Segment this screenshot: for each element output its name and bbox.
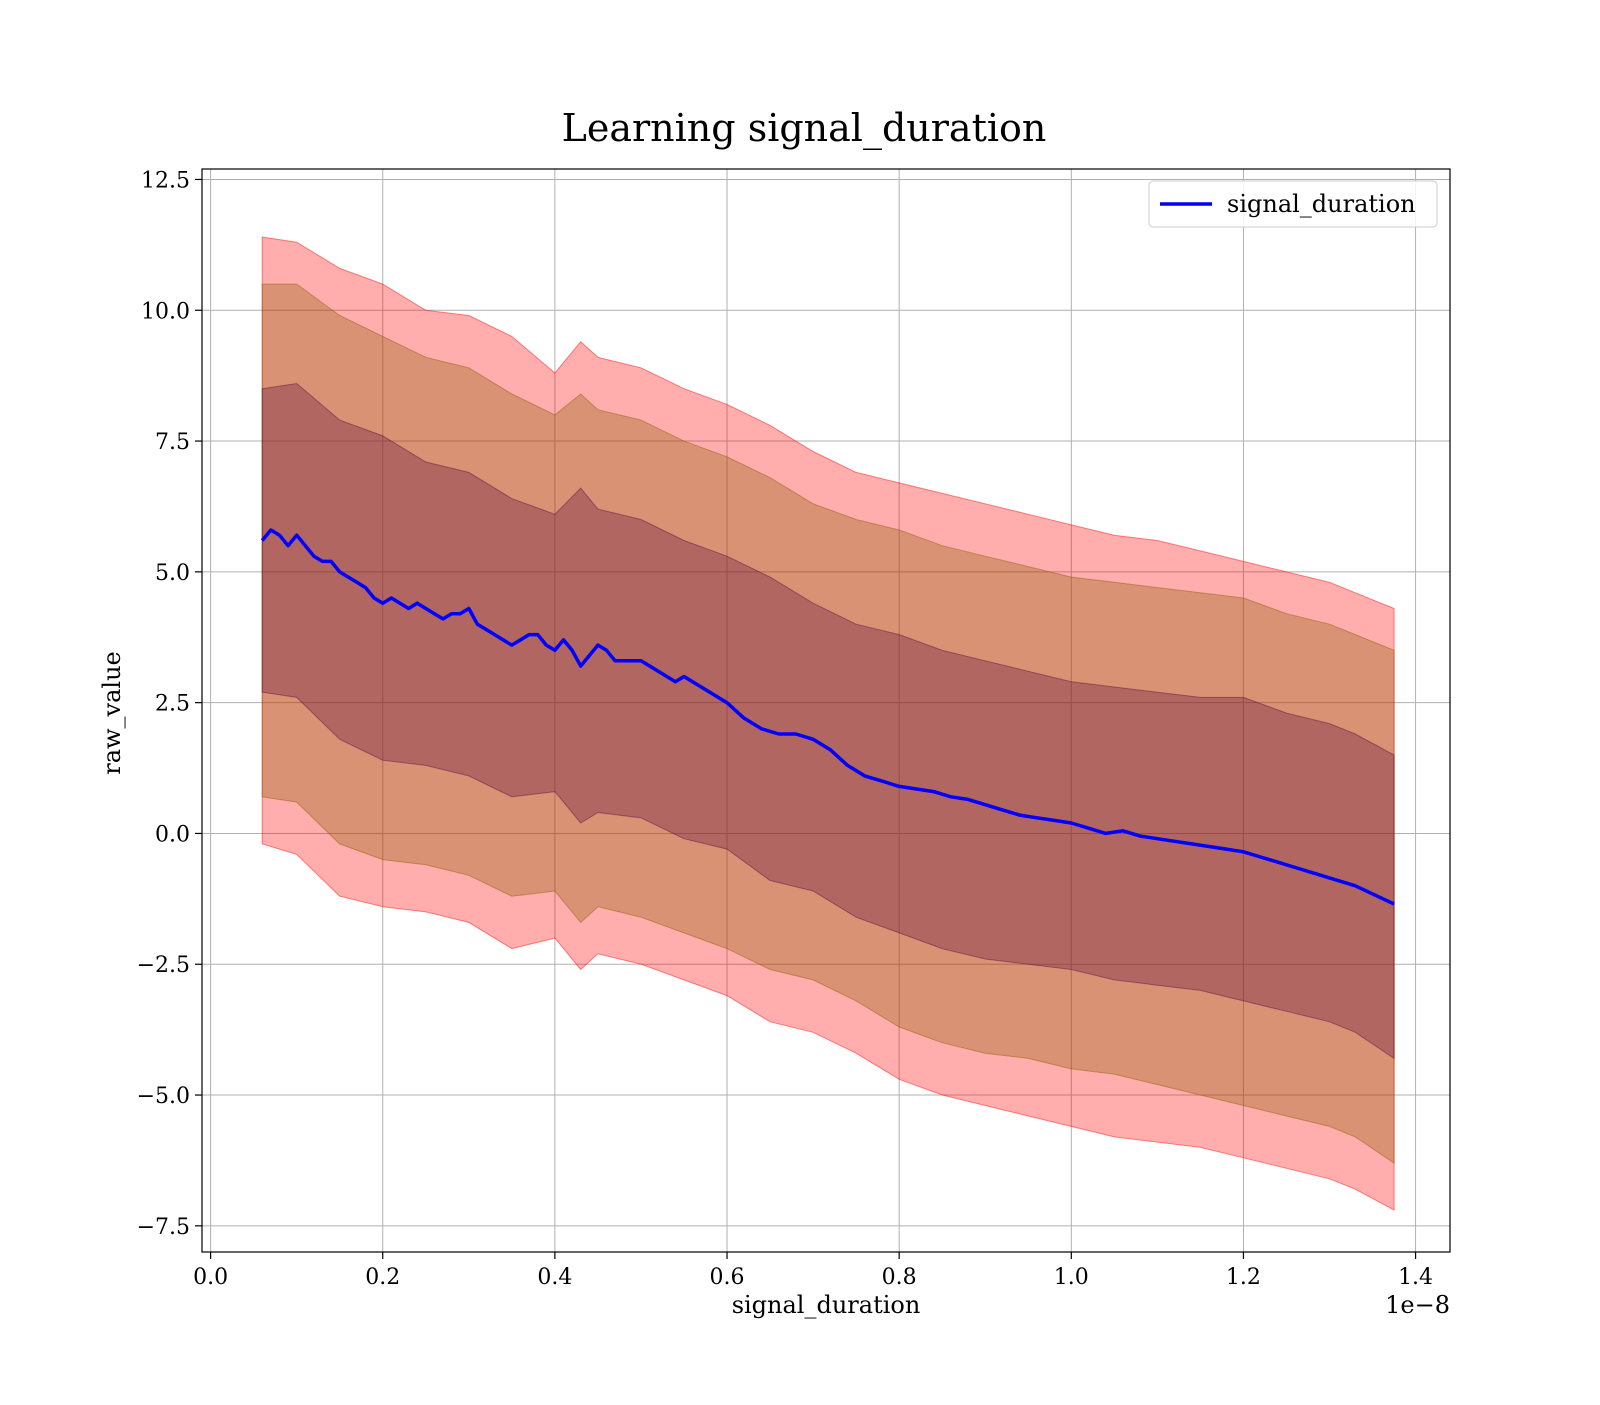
- y-tick-label: 2.5: [155, 692, 190, 717]
- y-axis-label: raw_value: [98, 651, 126, 775]
- x-tick-label: 0.2: [365, 1265, 400, 1290]
- chart-title: Learning signal_duration: [562, 106, 1047, 151]
- legend-box: [1148, 180, 1438, 228]
- plot-area: [201, 168, 1451, 1253]
- x-tick-label: 0.0: [193, 1265, 228, 1290]
- x-tick-label: 0.4: [537, 1265, 572, 1290]
- y-tick-label: −2.5: [137, 953, 190, 978]
- legend: signal_duration: [1148, 180, 1438, 228]
- series-lines: [260, 528, 1395, 906]
- band-outer: [261, 236, 1395, 1211]
- y-tick-label: −7.5: [137, 1215, 190, 1240]
- plot-background: [202, 169, 1450, 1252]
- y-tick-label: 5.0: [155, 561, 190, 586]
- x-offset-label: 1e−8: [1385, 1291, 1450, 1319]
- x-tick-label: 1.0: [1054, 1265, 1089, 1290]
- x-axis-label: signal_duration: [732, 1291, 921, 1319]
- x-tick-label: 1.4: [1398, 1265, 1433, 1290]
- series-line: [260, 528, 1395, 906]
- legend-entry-label: signal_duration: [1227, 190, 1416, 218]
- y-tick-label: 12.5: [141, 168, 190, 193]
- y-axis: −7.5 −5.0 −2.5 0.0 2.5 5.0 7.5 10.0 12.5: [137, 168, 202, 1240]
- y-tick-label: 7.5: [155, 430, 190, 455]
- plot-frame: [201, 168, 1451, 1253]
- x-axis: 0.0 0.2 0.4 0.6 0.8 1.0 1.2 1.4: [193, 1252, 1433, 1290]
- grid: [202, 169, 1450, 1252]
- band-inner: [261, 382, 1395, 1060]
- x-tick-label: 1.2: [1226, 1265, 1261, 1290]
- y-tick-label: −5.0: [137, 1084, 190, 1109]
- confidence-bands: [261, 236, 1395, 1211]
- x-tick-label: 0.8: [882, 1265, 917, 1290]
- y-tick-label: 10.0: [141, 299, 190, 324]
- band-middle: [261, 283, 1395, 1165]
- x-tick-label: 0.6: [710, 1265, 745, 1290]
- y-tick-label: 0.0: [155, 822, 190, 847]
